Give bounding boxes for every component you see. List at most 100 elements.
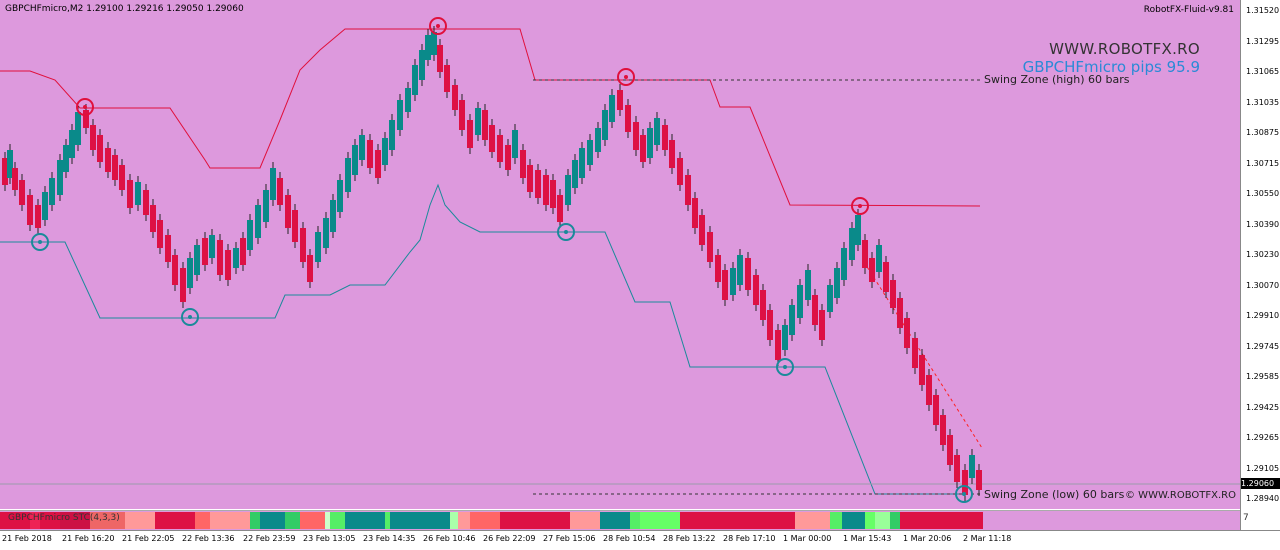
indicator-block [250,512,260,529]
candle-body [685,175,691,205]
price-tick-label: 1.30875 [1246,128,1280,137]
candle-body [827,285,833,312]
candle-body [775,330,781,360]
candle-body [345,158,351,192]
candle-body [855,215,861,245]
candle-body [2,158,8,185]
indicator-block [630,512,640,529]
candle-body [19,180,25,205]
candle-body [947,435,953,465]
time-tick-label: 22 Feb 23:59 [243,534,296,543]
indicator-block [30,512,40,529]
candle-body [482,110,488,140]
candle-body [633,122,639,150]
candle-body [933,395,939,425]
candle-body [75,112,81,145]
swing-high-dot [624,75,628,79]
candle-body [505,145,511,170]
indicator-block [60,512,90,529]
candle-body [437,45,443,72]
site-label: WWW.ROBOTFX.RO [1049,40,1200,58]
price-tick-label: 1.30230 [1246,250,1280,259]
candle-body [240,238,246,265]
price-tick-label: 1.29910 [1246,311,1280,320]
candle-body [602,110,608,140]
candle-body [337,180,343,212]
candle-body [954,455,960,482]
candle-body [187,258,193,288]
candle-body [767,310,773,340]
candle-body [475,108,481,135]
candle-body [277,178,283,205]
candle-body [263,190,269,222]
time-tick-label: 28 Feb 17:10 [723,534,776,543]
price-tick-label: 1.30715 [1246,158,1280,168]
candle-body [431,32,437,55]
indicator-block [260,512,285,529]
candle-body [595,128,601,152]
candle-body [112,155,118,180]
candle-body [452,85,458,110]
candle-body [904,318,910,348]
indicator-block [385,512,390,529]
candle-body [367,140,373,168]
swing-low-dot [38,240,42,244]
candle-body [976,470,982,490]
candle-body [225,250,231,280]
price-axis[interactable] [1240,0,1280,530]
candle-body [897,298,903,328]
candle-body [405,88,411,112]
price-tick-label: 1.29585 [1246,372,1280,381]
time-tick-label: 21 Feb 22:05 [122,534,175,543]
candle-body [35,205,41,228]
time-tick-label: 1 Mar 00:00 [783,534,832,543]
candle-body [940,415,946,445]
candle-body [662,125,668,150]
candle-body [789,305,795,335]
candle-body [315,232,321,262]
candle-body [625,105,631,132]
candle-body [565,175,571,205]
indicator-block [500,512,570,529]
candle-body [489,125,495,152]
candle-body [715,255,721,282]
time-axis[interactable] [0,530,1280,550]
candle-body [202,238,208,265]
indicator-block [865,512,875,529]
swing-low-dot [188,315,192,319]
price-tick-label: 1.30070 [1246,280,1280,290]
candle-body [42,192,48,220]
candle-body [753,275,759,305]
pips-label: GBPCHFmicro pips 95.9 [1022,58,1200,76]
price-tick-label: 1.28940 [1246,494,1280,503]
swing-low-marker [31,233,49,251]
swing-low-dot [783,365,787,369]
indicator-block [570,512,600,529]
candle-body [912,338,918,368]
candle-body [760,290,766,320]
indicator-block [330,512,345,529]
candle-body [617,90,623,110]
indicator-block [830,512,842,529]
candle-body [849,228,855,260]
candle-body [647,128,653,158]
swing-high-dot [436,24,440,28]
candle-body [209,235,215,258]
candle-body [323,218,329,248]
candle-body [119,165,125,190]
candle-body [7,150,13,178]
candle-body [247,220,253,250]
candle-body [90,125,96,150]
candle-body [150,205,156,232]
candle-body [292,210,298,242]
indicator-block [155,512,195,529]
candle-body [550,180,556,208]
candle-body [841,248,847,280]
swing-low-dot [962,492,966,496]
candle-body [359,135,365,160]
candle-body [382,138,388,165]
time-tick-label: 21 Feb 2018 [2,534,52,543]
candle-body [143,190,149,215]
candle-body [862,240,868,268]
indicator-block [900,512,983,529]
